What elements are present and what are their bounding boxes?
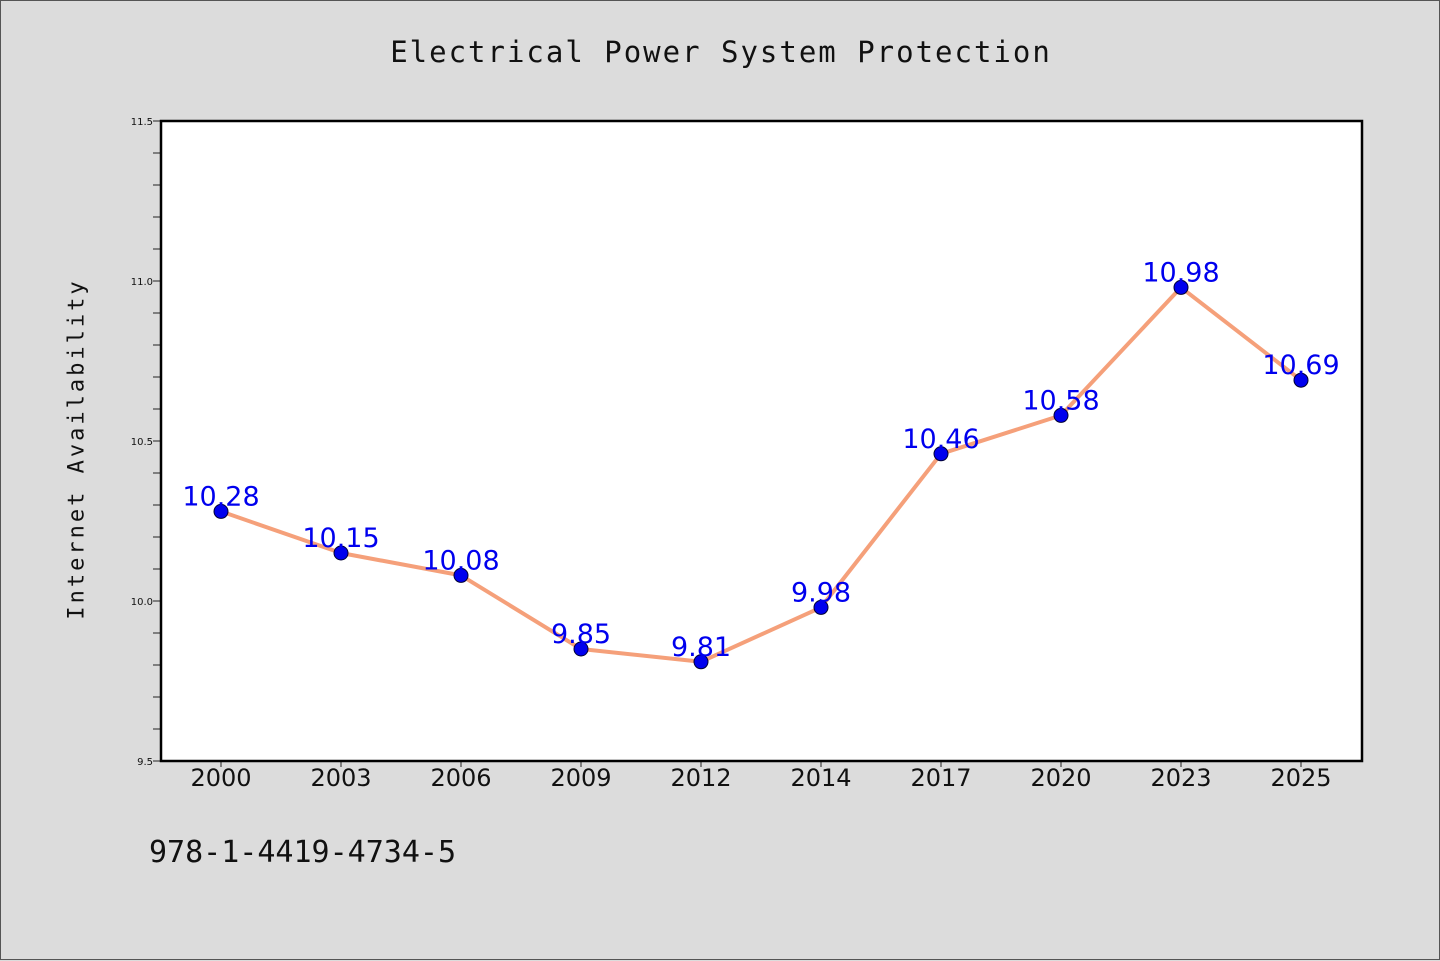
data-label: 10.46: [902, 424, 979, 455]
x-tick-label: 2006: [430, 764, 491, 792]
x-tick-label: 2020: [1030, 764, 1091, 792]
data-point: [1173, 279, 1189, 295]
x-tick-label: 2012: [670, 764, 731, 792]
y-tick-label: 11.0: [131, 277, 153, 288]
y-tick-label: 11.5: [131, 117, 153, 128]
plot-frame: [159, 119, 1364, 763]
data-label: 9.85: [551, 619, 611, 650]
data-point: [573, 641, 589, 657]
y-tick-label: 10.5: [131, 437, 153, 448]
x-tick-label: 2000: [190, 764, 251, 792]
x-tick-label: 2014: [790, 764, 851, 792]
x-tick-label: 2017: [910, 764, 971, 792]
x-tick-label: 2003: [310, 764, 371, 792]
data-label: 10.58: [1022, 385, 1099, 416]
data-label: 10.98: [1142, 257, 1219, 288]
data-point: [213, 503, 229, 519]
data-point: [1293, 372, 1309, 388]
data-label: 10.15: [302, 523, 379, 554]
x-tick-label: 2025: [1270, 764, 1331, 792]
data-label: 10.69: [1262, 350, 1339, 381]
plot-area: [161, 121, 1362, 761]
data-point: [693, 654, 709, 670]
y-tick-label: 10.0: [131, 597, 153, 608]
data-label: 9.98: [791, 577, 851, 608]
data-point: [813, 599, 829, 615]
data-point: [1053, 407, 1069, 423]
x-tick-label: 2023: [1150, 764, 1211, 792]
series-line: [220, 285, 1303, 664]
data-point: [453, 567, 469, 583]
data-label: 10.08: [422, 545, 499, 576]
y-tick-label: 9.5: [137, 757, 153, 768]
data-label: 9.81: [671, 632, 731, 663]
data-label: 10.28: [182, 481, 259, 512]
data-point: [333, 545, 349, 561]
data-point: [933, 446, 949, 462]
x-tick-label: 2009: [550, 764, 611, 792]
isbn-text: 978-1-4419-4734-5: [149, 835, 457, 870]
chart-title: Electrical Power System Protection: [390, 35, 1052, 69]
